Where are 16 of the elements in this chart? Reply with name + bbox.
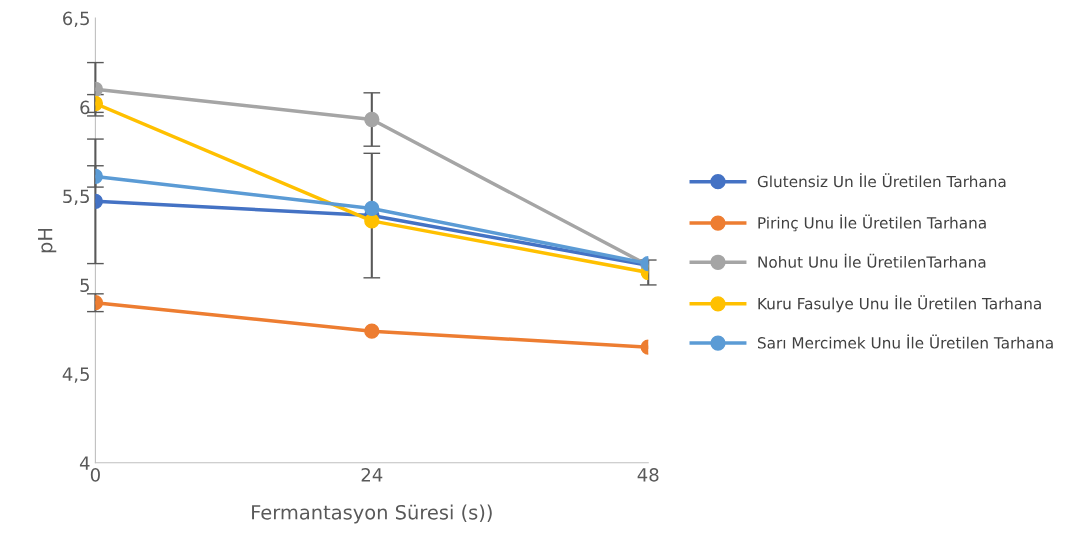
x-tick-label: 0 <box>90 467 100 482</box>
x-tick-label: 24 <box>361 467 383 482</box>
legend-label: Glutensiz Un İle Üretilen Tarhana <box>757 173 1006 188</box>
y-tick-label: 5 <box>80 278 89 293</box>
legend-label: Sarı Mercimek Unu İle Üretilen Tarhana <box>757 334 1053 349</box>
x-tick-label: 48 <box>637 467 659 482</box>
legend-label: Pirinç Unu İle Üretilen Tarhana <box>758 214 986 232</box>
y-tick-label: 5,5 <box>63 189 89 205</box>
x-axis-title: Fermantasyon Süresi (s)) <box>252 504 492 524</box>
legend-label: Nohut Unu İle ÜretilenTarhana <box>758 253 986 268</box>
y-tick-label: 4,5 <box>62 367 89 383</box>
y-tick-label: 6 <box>80 100 90 115</box>
y-axis-title: pH <box>38 228 57 253</box>
y-tick-label: 4 <box>79 456 90 470</box>
y-tick-label: 6,5 <box>63 11 89 28</box>
legend-label: Kuru Fasulye Unu İle Üretilen Tarhana <box>758 295 1041 313</box>
